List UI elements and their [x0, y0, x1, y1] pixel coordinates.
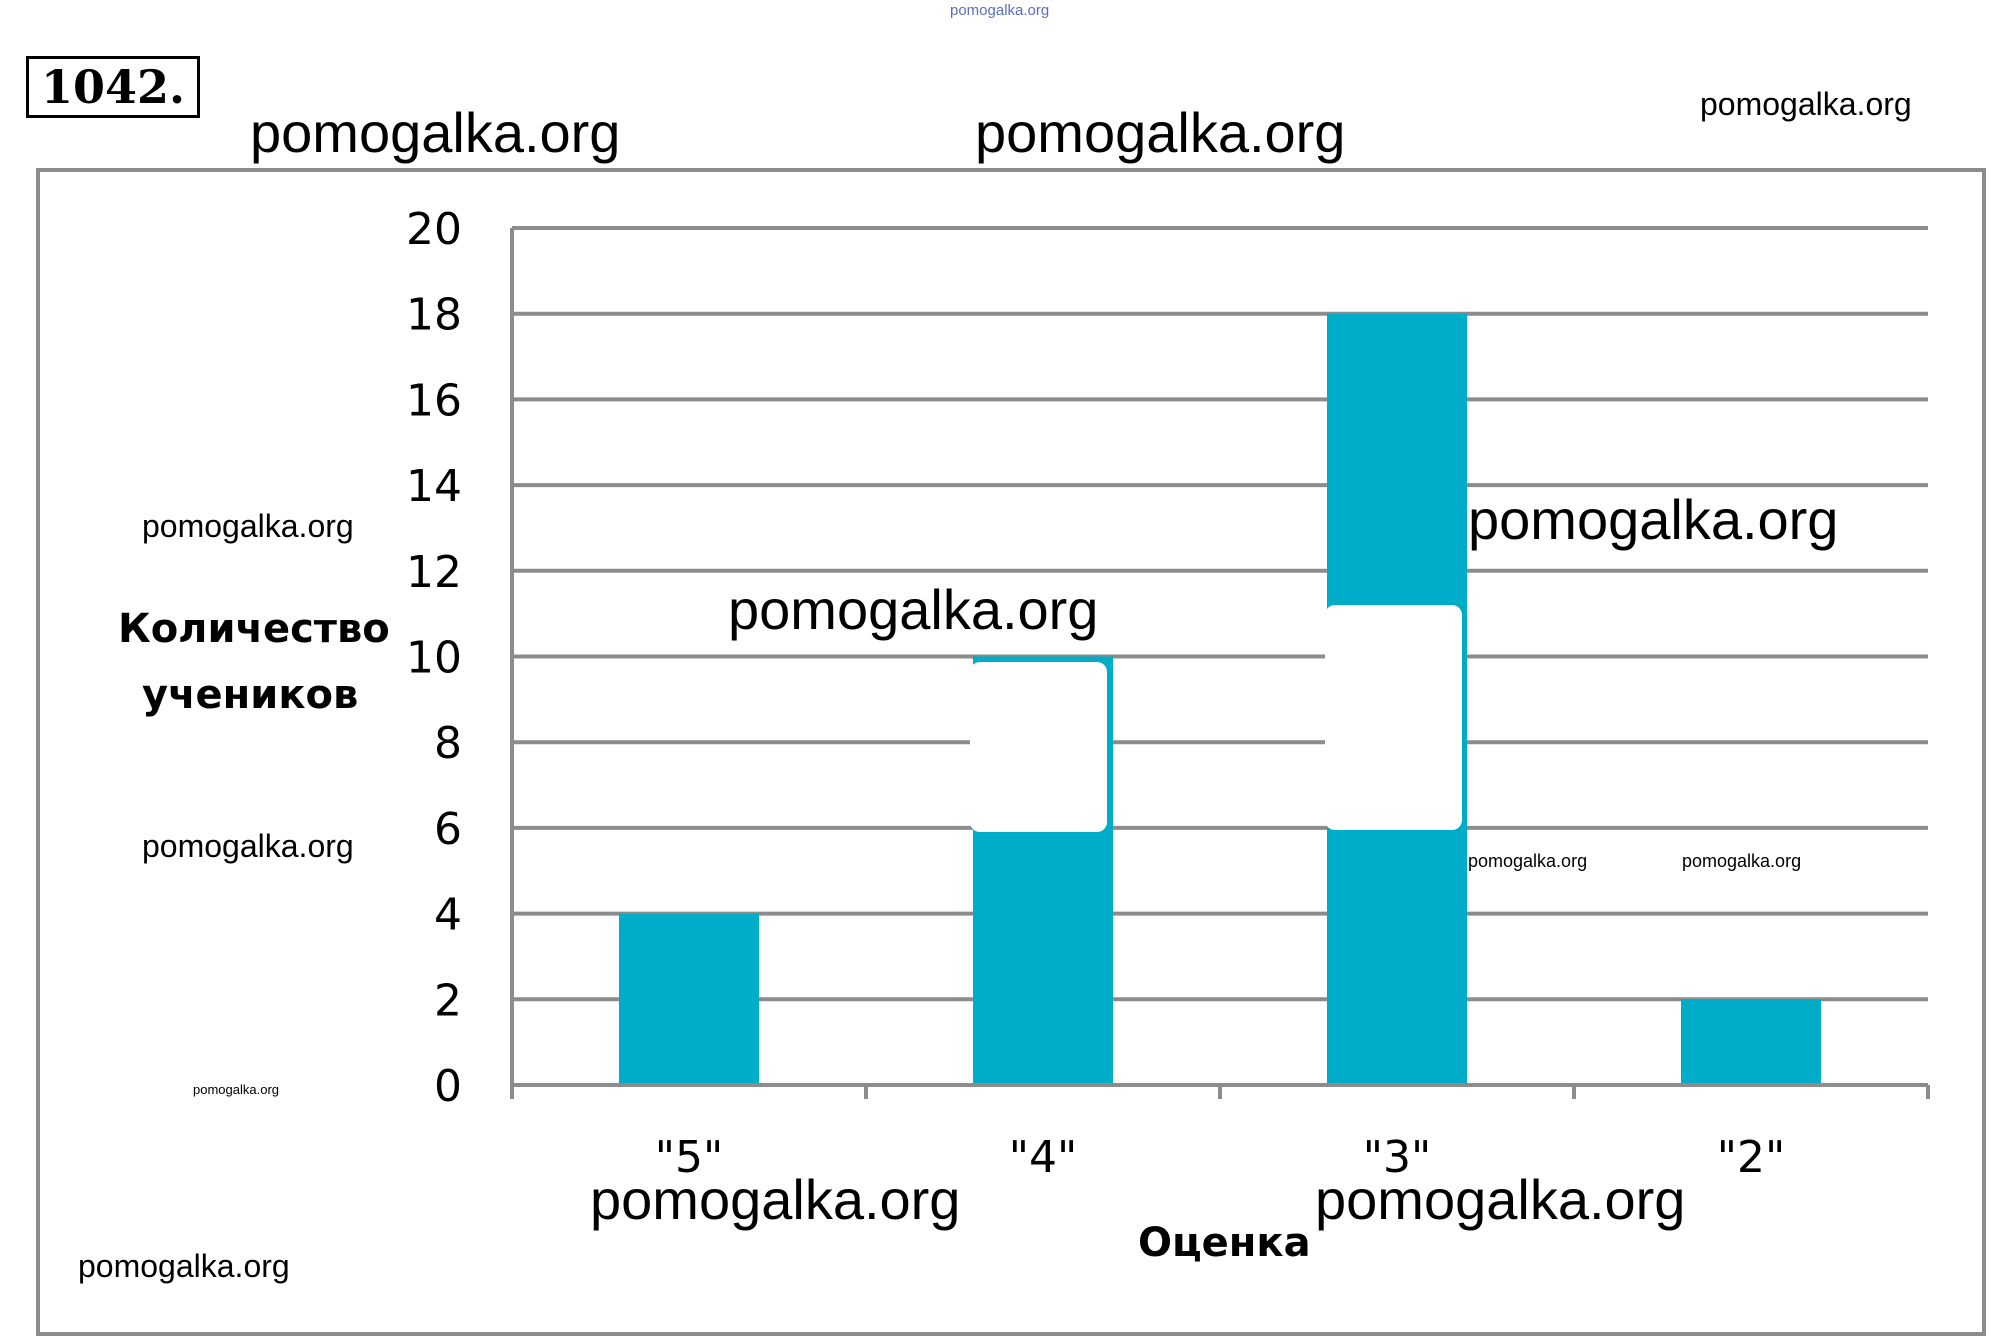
y-axis-title-line2: учеников — [142, 672, 359, 718]
watermark-bottom-left: pomogalka.org — [78, 1248, 290, 1284]
watermark-xaxis-left: pomogalka.org — [590, 1168, 961, 1231]
y-tick-label: 6 — [434, 804, 462, 855]
tick-labels: 0 2 4 6 8 10 12 14 16 18 20 "5" "4" "3" "2" — [406, 204, 1785, 1183]
watermark-header-right: pomogalka.org — [1700, 86, 1912, 122]
x-tick-label: "5" — [655, 1132, 723, 1183]
watermark-header-center: pomogalka.org — [975, 101, 1346, 164]
cover-patch-bar-4 — [970, 662, 1107, 832]
x-tick-label: "4" — [1009, 1132, 1077, 1183]
bar — [619, 913, 759, 1085]
bars — [619, 313, 1821, 1085]
watermark-mid-left-2: pomogalka.org — [142, 828, 354, 864]
watermark-over-bar-4: pomogalka.org — [728, 578, 1099, 641]
x-tick-label: "2" — [1717, 1132, 1785, 1183]
watermark-right-of-bar-3: pomogalka.org — [1468, 488, 1839, 551]
y-tick-label: 14 — [406, 461, 462, 512]
problem-number: 1042. — [26, 56, 200, 118]
x-axis-title: Оценка — [1138, 1220, 1311, 1266]
watermark-top: pomogalka.org — [950, 2, 1050, 19]
y-tick-label: 12 — [406, 547, 462, 598]
y-tick-label: 10 — [406, 633, 462, 684]
y-tick-label: 16 — [406, 375, 462, 426]
watermark-small-right-2: pomogalka.org — [1682, 851, 1802, 871]
y-tick-label: 20 — [406, 204, 462, 255]
y-axis-title-line1: Количество — [118, 606, 390, 652]
watermark-xaxis-right: pomogalka.org — [1315, 1168, 1686, 1231]
chart-frame — [36, 168, 1986, 1336]
cover-patch-bar-3 — [1325, 605, 1462, 830]
axes — [510, 228, 1930, 1099]
y-tick-label: 18 — [406, 290, 462, 341]
watermark-bottom-left-small: pomogalka.org — [193, 1082, 279, 1097]
y-tick-label: 8 — [434, 718, 462, 769]
bar — [1681, 999, 1821, 1085]
y-tick-label: 4 — [434, 890, 462, 941]
gridlines — [512, 226, 1928, 1002]
y-tick-label: 0 — [434, 1061, 462, 1112]
watermark-small-right-1: pomogalka.org — [1468, 851, 1588, 871]
watermark-mid-left-1: pomogalka.org — [142, 508, 354, 544]
x-tick-label: "3" — [1363, 1132, 1431, 1183]
y-tick-label: 2 — [434, 975, 462, 1026]
watermark-header-left: pomogalka.org — [250, 101, 621, 164]
